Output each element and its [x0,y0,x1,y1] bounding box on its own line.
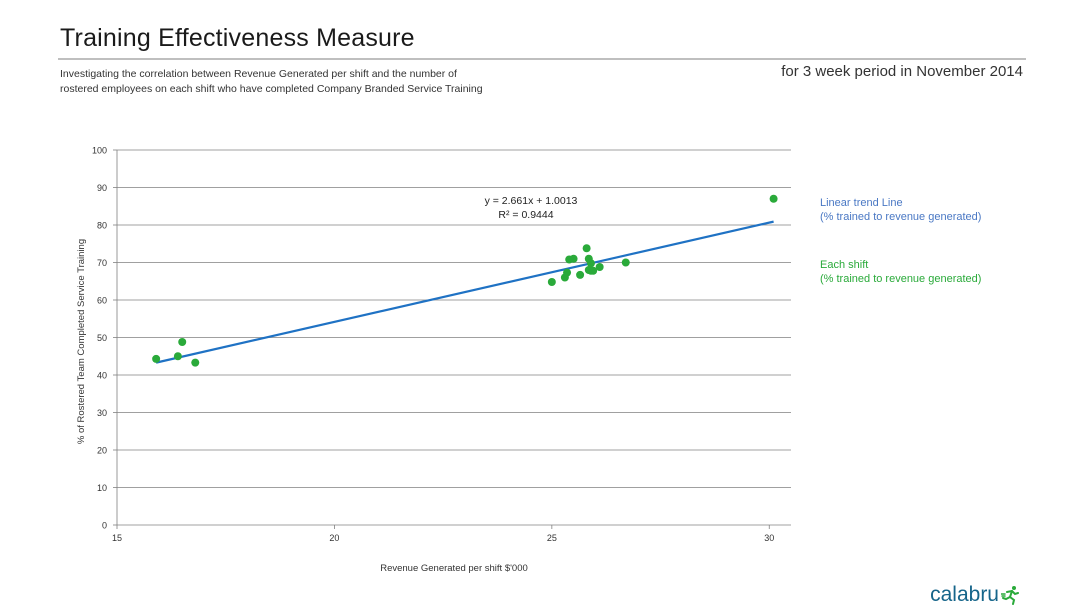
legend-shift-label: Each shift [820,259,869,271]
data-point-10 [576,270,585,279]
data-point-3 [178,338,187,346]
grid-lines [117,149,791,488]
y-tick-label-10: 10 [97,483,107,493]
y-tick-label-100: 100 [92,146,107,156]
trend-r-squared: R² = 0.9444 [498,209,553,221]
page-subtitle: Investigating the correlation between Re… [60,67,620,97]
x-tick-label-20: 20 [329,533,339,543]
y-tick-label-90: 90 [97,183,107,193]
title-divider [58,58,1026,60]
data-point-4 [191,358,200,367]
data-point-19 [769,194,778,203]
tick-labels: 0 10 20 30 40 50 60 70 80 90 100 15 20 25 30 [92,146,774,544]
data-points [152,194,778,367]
page-title: Training Effectiveness Measure [60,24,415,52]
y-tick-label-30: 30 [97,408,107,418]
period-label: for 3 week period in November 2014 [781,63,1023,80]
y-tick-label-0: 0 [102,521,107,531]
y-tick-label-60: 60 [97,296,107,306]
legend-trendline: Linear trend Line (% trained to revenue … [820,196,981,224]
data-point-2 [173,352,182,361]
y-tick-label-70: 70 [97,258,107,268]
axes [113,149,791,529]
y-axis-title: % of Rostered Team Completed Service Tra… [76,239,87,444]
data-point-17 [595,263,604,271]
subtitle-line-1: Investigating the correlation between Re… [60,68,457,80]
y-tick-label-50: 50 [97,333,107,343]
logo-text: calabru [930,583,999,606]
data-point-9 [569,254,578,263]
x-axis-title: Revenue Generated per shift $'000 [380,563,528,574]
legend-trendline-note: (% trained to revenue generated) [820,211,982,223]
x-tick-label-15: 15 [112,533,122,543]
trendline-group [155,220,774,364]
y-tick-label-20: 20 [97,446,107,456]
data-point-5 [547,278,556,286]
data-point-18 [621,258,630,267]
legend-shift: Each shift (% trained to revenue generat… [820,258,981,286]
legend-shift-note: (% trained to revenue generated) [820,273,982,285]
y-tick-label-80: 80 [97,221,107,231]
calabru-logo: calabru [930,583,1021,607]
x-tick-label-30: 30 [764,533,774,543]
data-point-14 [586,259,595,268]
trendline [155,220,774,364]
y-tick-label-40: 40 [97,371,107,381]
data-point-7 [563,268,572,277]
x-tick-label-25: 25 [547,533,557,543]
legend-trendline-label: Linear trend Line [820,197,903,209]
data-point-11 [582,244,591,253]
running-figure-icon [1001,586,1019,605]
data-point-1 [152,354,161,363]
chart-labels: Revenue Generated per shift $'000 % of Ro… [76,195,578,574]
data-point-16 [589,266,598,275]
subtitle-line-2: rostered employees on each shift who hav… [60,83,483,95]
trend-equation: y = 2.661x + 1.0013 [485,195,578,207]
